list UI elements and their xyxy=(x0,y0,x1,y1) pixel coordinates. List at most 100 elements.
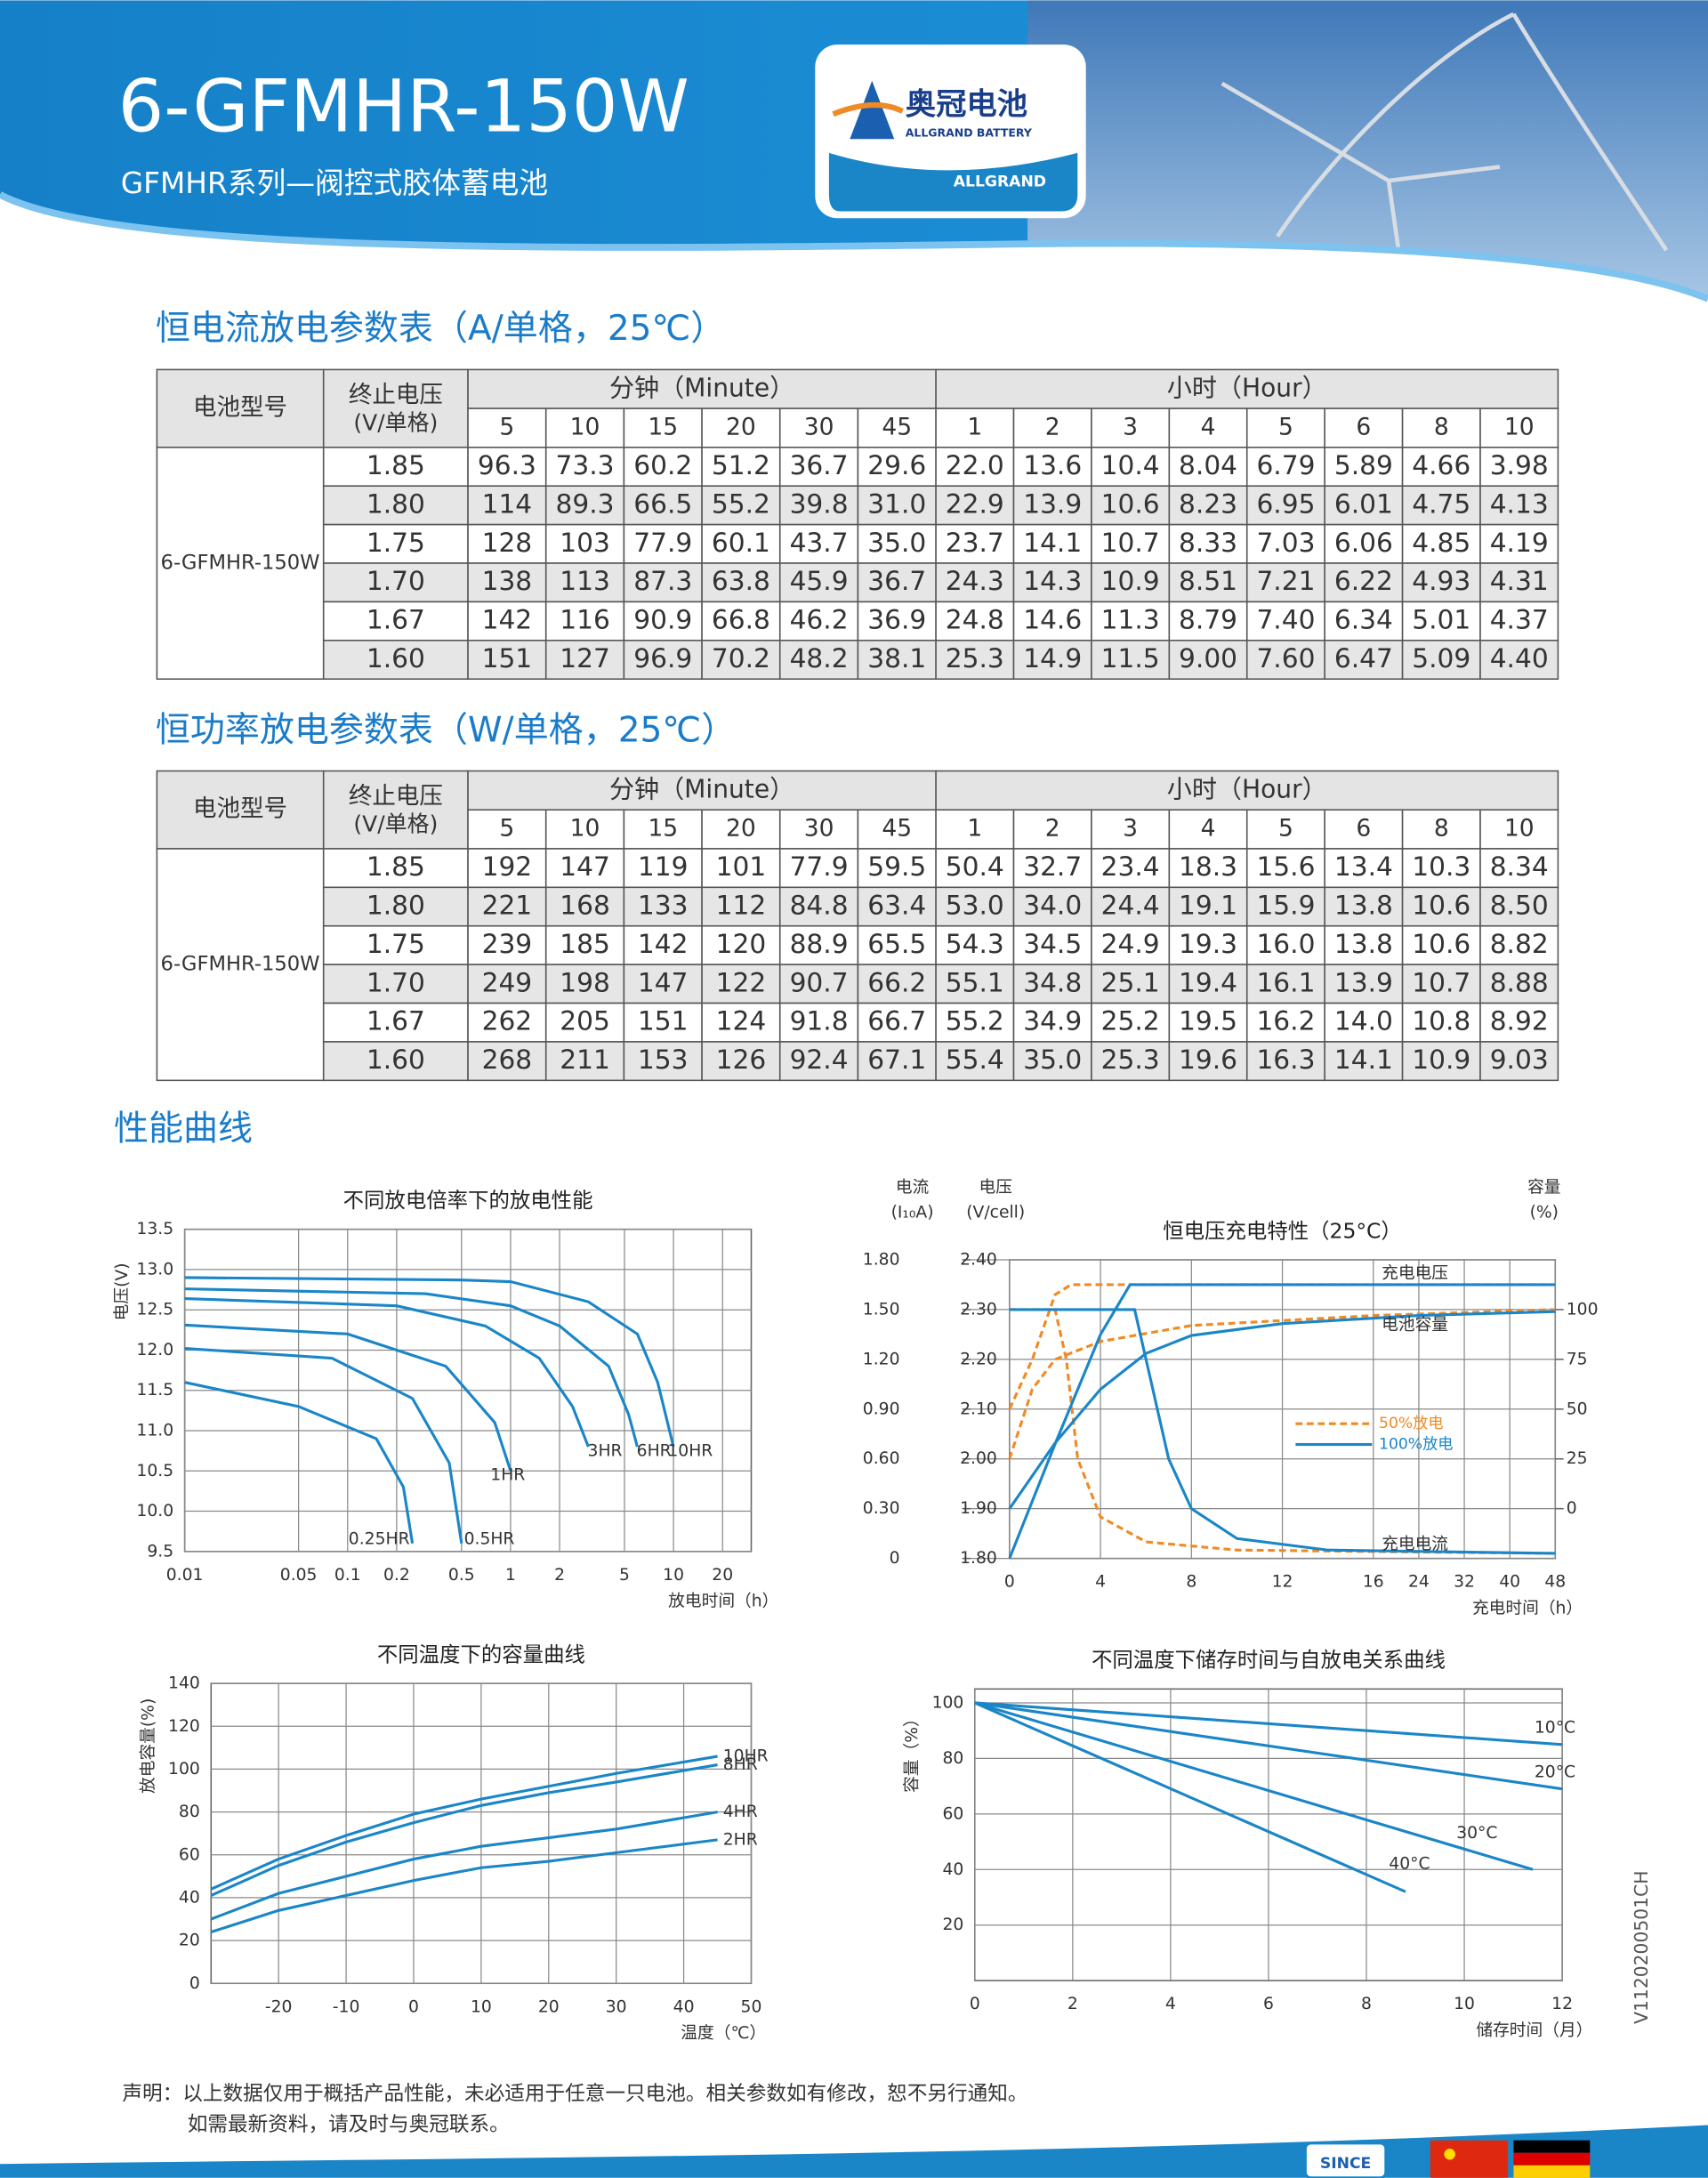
x-tick-label: 30 xyxy=(606,1997,627,2016)
value-cell: 55.4 xyxy=(946,1044,1004,1075)
x-axis-label: 放电时间（h） xyxy=(668,1593,778,1611)
y-tick-label: 9.5 xyxy=(147,1542,173,1561)
x-tick-label: 12 xyxy=(1551,1995,1573,2013)
table-cell xyxy=(322,848,469,889)
value-cell: 48.2 xyxy=(790,642,849,674)
value-cell: 4.75 xyxy=(1412,488,1470,519)
voltage-cell: 1.75 xyxy=(367,527,425,558)
value-cell: 10.6 xyxy=(1412,928,1470,959)
value-cell: 10.9 xyxy=(1101,565,1160,596)
table-cell xyxy=(1479,848,1559,889)
value-cell: 39.8 xyxy=(790,488,849,519)
table-cell xyxy=(935,485,1015,526)
x-tick-label: 2 xyxy=(1068,1995,1078,2013)
table-cell xyxy=(935,407,1015,448)
value-cell: 13.6 xyxy=(1023,449,1082,480)
value-cell: 4.37 xyxy=(1490,604,1549,635)
x-axis-label: 充电时间（h） xyxy=(1472,1599,1583,1617)
value-cell: 36.9 xyxy=(867,604,926,635)
value-cell: 35.0 xyxy=(1023,1044,1082,1075)
table-cell xyxy=(1401,562,1481,603)
y3-tick-label: 100 xyxy=(1567,1300,1599,1319)
table-cell xyxy=(1168,562,1248,603)
table-cell xyxy=(623,523,703,564)
value-cell: 53.0 xyxy=(946,890,1004,921)
value-cell: 31.0 xyxy=(867,488,926,519)
value-cell: 87.3 xyxy=(633,565,692,596)
table-cell xyxy=(322,368,469,448)
table-cell xyxy=(1091,924,1171,965)
series-line xyxy=(1008,1308,1556,1460)
table-cell xyxy=(1168,886,1248,927)
table-cell xyxy=(1401,1002,1481,1043)
annotation: 电池容量 xyxy=(1382,1316,1448,1335)
table-cell xyxy=(778,1002,859,1043)
legend-label: 100%放电 xyxy=(1379,1436,1453,1454)
x-tick-label: -10 xyxy=(333,1997,360,2016)
series-line xyxy=(974,1701,1563,1791)
value-cell: 124 xyxy=(716,1005,767,1037)
value-cell: 84.8 xyxy=(790,890,849,921)
table-cell xyxy=(623,562,703,603)
logo-mark xyxy=(850,80,895,140)
x-tick-label: 8 xyxy=(1361,1995,1372,2013)
value-cell: 22.0 xyxy=(946,449,1004,480)
value-cell: 4.13 xyxy=(1490,488,1549,519)
y-tick-label: 11.0 xyxy=(136,1421,173,1440)
header-cell: 分钟（Minute） xyxy=(609,774,794,803)
y2-tick-label: 2.10 xyxy=(960,1400,997,1418)
value-cell: 90.9 xyxy=(633,604,692,635)
table-cell xyxy=(1091,640,1171,680)
flag-de xyxy=(1513,2140,1591,2153)
table-cell xyxy=(935,809,1015,850)
table-cell xyxy=(1168,1041,1248,1082)
series-label: 4HR xyxy=(723,1803,758,1821)
table-cell xyxy=(1091,562,1171,603)
table-cell xyxy=(322,886,469,927)
value-cell: 55.1 xyxy=(946,966,1004,997)
table-cell xyxy=(467,368,937,409)
header-wave xyxy=(0,191,1708,302)
y-tick-label: 13.0 xyxy=(136,1260,173,1279)
table-cell xyxy=(778,640,859,680)
axis-label: (%) xyxy=(1530,1203,1559,1222)
value-cell: 142 xyxy=(482,604,533,635)
table-cell xyxy=(322,1041,469,1082)
value-cell: 34.8 xyxy=(1023,966,1082,997)
table-cell xyxy=(1401,924,1481,965)
series-label: 1HR xyxy=(490,1465,525,1484)
y-tick-label: 40 xyxy=(179,1888,200,1907)
value-cell: 24.9 xyxy=(1101,928,1160,959)
table-cell xyxy=(1168,447,1248,488)
table-cell xyxy=(857,1041,937,1082)
column-header: 3 xyxy=(1123,413,1138,440)
value-cell: 63.8 xyxy=(712,565,770,596)
value-cell: 19.1 xyxy=(1179,890,1237,921)
column-header: 5 xyxy=(499,413,514,440)
column-header: 10 xyxy=(1504,413,1535,440)
column-header: 4 xyxy=(1201,815,1216,843)
value-cell: 66.2 xyxy=(867,966,926,997)
table-cell xyxy=(467,601,547,641)
y-tick-label: 10.5 xyxy=(136,1462,173,1480)
table-cell xyxy=(544,886,625,927)
series-line xyxy=(184,1287,639,1448)
table-cell xyxy=(778,447,859,488)
value-cell: 13.9 xyxy=(1023,488,1082,519)
axis-label: (V/cell) xyxy=(966,1203,1025,1222)
table-cell xyxy=(1401,601,1481,641)
table-cell xyxy=(935,640,1015,680)
table-cell xyxy=(1401,523,1481,564)
voltage-cell: 1.80 xyxy=(367,488,425,519)
value-cell: 25.1 xyxy=(1101,966,1160,997)
x-tick-label: 4 xyxy=(1095,1573,1106,1592)
table-cell xyxy=(1245,640,1325,680)
value-cell: 8.79 xyxy=(1179,604,1237,635)
value-cell: 113 xyxy=(560,565,610,596)
value-cell: 36.7 xyxy=(867,565,926,596)
table-cell xyxy=(701,485,781,526)
footer-line: 声明：以上数据仅用于概括产品性能，未必适用于任意一只电池。相关参数如有修改，恕不… xyxy=(122,2083,1027,2106)
value-cell: 192 xyxy=(482,851,533,882)
x-tick-label: 24 xyxy=(1408,1573,1430,1592)
logo-swoosh xyxy=(832,101,905,117)
